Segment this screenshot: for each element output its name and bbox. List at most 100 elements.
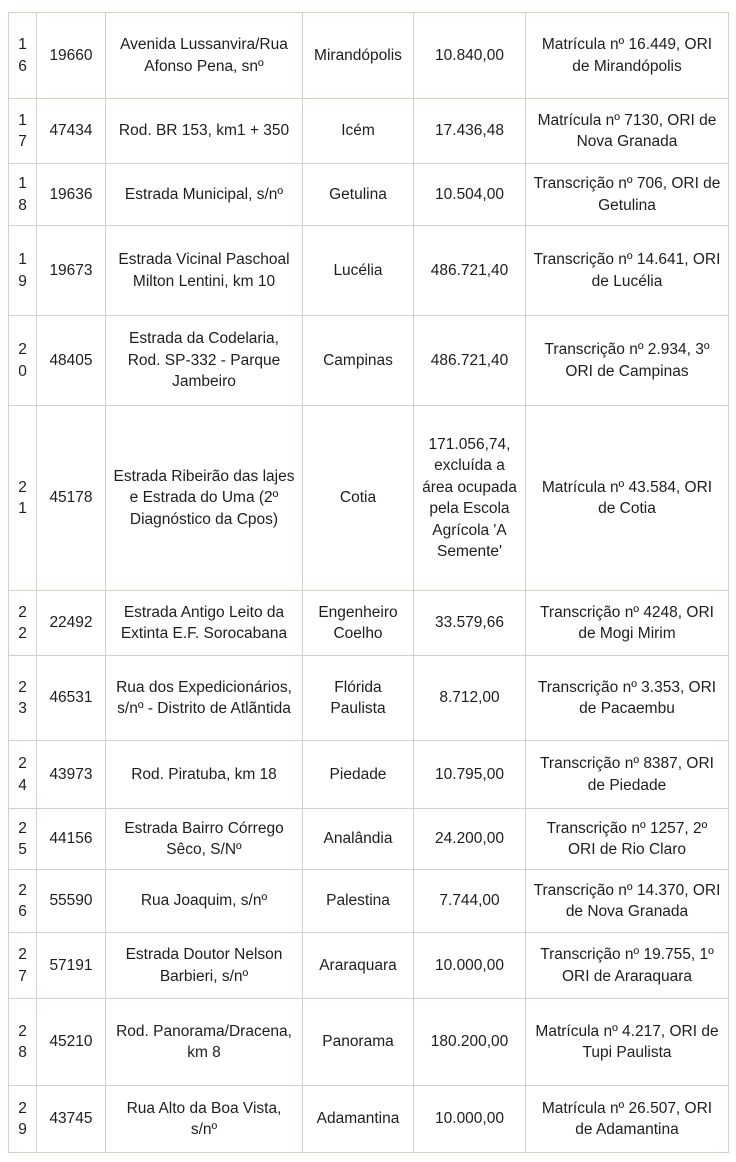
cell-city: Panorama xyxy=(302,998,414,1086)
cell-property-id: 45178 xyxy=(36,405,106,591)
table-row: 29 43745 Rua Alto da Boa Vista, s/nº Ada… xyxy=(8,1085,729,1153)
cell-row-number: 24 xyxy=(8,740,37,809)
cell-row-number: 20 xyxy=(8,315,37,406)
cell-row-number: 27 xyxy=(8,932,37,999)
cell-address: Estrada Bairro Córrego Sêco, S/Nº xyxy=(105,808,303,870)
table-row: 26 55590 Rua Joaquim, s/nº Palestina 7.7… xyxy=(8,869,729,933)
cell-city: Lucélia xyxy=(302,225,414,316)
table-row: 16 19660 Avenida Lussanvira/Rua Afonso P… xyxy=(8,12,729,99)
cell-area: 486.721,40 xyxy=(413,225,526,316)
cell-address: Estrada Doutor Nelson Barbieri, s/nº xyxy=(105,932,303,999)
table-row: 24 43973 Rod. Piratuba, km 18 Piedade 10… xyxy=(8,740,729,809)
cell-registration: Transcrição nº 14.370, ORI de Nova Grana… xyxy=(525,869,729,933)
cell-row-number: 17 xyxy=(8,98,37,164)
cell-property-id: 48405 xyxy=(36,315,106,406)
cell-city: Araraquara xyxy=(302,932,414,999)
cell-row-number: 23 xyxy=(8,655,37,741)
table-row: 21 45178 Estrada Ribeirão das lajes e Es… xyxy=(8,405,729,591)
cell-address: Estrada da Codelaria, Rod. SP-332 - Parq… xyxy=(105,315,303,406)
cell-address: Rua Joaquim, s/nº xyxy=(105,869,303,933)
cell-address: Estrada Antigo Leito da Extinta E.F. Sor… xyxy=(105,590,303,656)
cell-area: 10.840,00 xyxy=(413,12,526,99)
cell-address: Rod. Piratuba, km 18 xyxy=(105,740,303,809)
cell-area: 10.000,00 xyxy=(413,1085,526,1153)
cell-property-id: 44156 xyxy=(36,808,106,870)
cell-city: Icém xyxy=(302,98,414,164)
cell-address: Rua dos Expedicionários, s/nº - Distrito… xyxy=(105,655,303,741)
cell-area: 486.721,40 xyxy=(413,315,526,406)
cell-row-number: 21 xyxy=(8,405,37,591)
cell-row-number: 28 xyxy=(8,998,37,1086)
cell-row-number: 16 xyxy=(8,12,37,99)
cell-row-number: 29 xyxy=(8,1085,37,1153)
cell-address: Rod. Panorama/Dracena, km 8 xyxy=(105,998,303,1086)
cell-row-number: 22 xyxy=(8,590,37,656)
cell-address: Estrada Municipal, s/nº xyxy=(105,163,303,226)
table-row: 27 57191 Estrada Doutor Nelson Barbieri,… xyxy=(8,932,729,999)
cell-area: 171.056,74, excluída a área ocupada pela… xyxy=(413,405,526,591)
cell-city: Palestina xyxy=(302,869,414,933)
cell-registration: Matrícula nº 7130, ORI de Nova Granada xyxy=(525,98,729,164)
cell-property-id: 47434 xyxy=(36,98,106,164)
cell-city: Flórida Paulista xyxy=(302,655,414,741)
cell-registration: Transcrição nº 706, ORI de Getulina xyxy=(525,163,729,226)
cell-registration: Matrícula nº 26.507, ORI de Adamantina xyxy=(525,1085,729,1153)
cell-registration: Transcrição nº 3.353, ORI de Pacaembu xyxy=(525,655,729,741)
cell-registration: Transcrição nº 2.934, 3º ORI de Campinas xyxy=(525,315,729,406)
cell-area: 8.712,00 xyxy=(413,655,526,741)
cell-city: Engenheiro Coelho xyxy=(302,590,414,656)
table-row: 20 48405 Estrada da Codelaria, Rod. SP-3… xyxy=(8,315,729,406)
cell-registration: Transcrição nº 8387, ORI de Piedade xyxy=(525,740,729,809)
cell-row-number: 18 xyxy=(8,163,37,226)
cell-registration: Matrícula nº 4.217, ORI de Tupi Paulista xyxy=(525,998,729,1086)
cell-registration: Transcrição nº 14.641, ORI de Lucélia xyxy=(525,225,729,316)
cell-row-number: 19 xyxy=(8,225,37,316)
cell-property-id: 19673 xyxy=(36,225,106,316)
cell-area: 10.795,00 xyxy=(413,740,526,809)
cell-address: Estrada Ribeirão das lajes e Estrada do … xyxy=(105,405,303,591)
cell-area: 17.436,48 xyxy=(413,98,526,164)
cell-property-id: 43973 xyxy=(36,740,106,809)
cell-city: Adamantina xyxy=(302,1085,414,1153)
cell-property-id: 45210 xyxy=(36,998,106,1086)
cell-area: 180.200,00 xyxy=(413,998,526,1086)
cell-city: Piedade xyxy=(302,740,414,809)
cell-registration: Matrícula nº 43.584, ORI de Cotia xyxy=(525,405,729,591)
cell-registration: Transcrição nº 19.755, 1º ORI de Araraqu… xyxy=(525,932,729,999)
cell-property-id: 46531 xyxy=(36,655,106,741)
cell-city: Cotia xyxy=(302,405,414,591)
cell-property-id: 19636 xyxy=(36,163,106,226)
table-row: 17 47434 Rod. BR 153, km1 + 350 Icém 17.… xyxy=(8,98,729,164)
cell-area: 7.744,00 xyxy=(413,869,526,933)
properties-table-body: 16 19660 Avenida Lussanvira/Rua Afonso P… xyxy=(8,12,729,1153)
cell-property-id: 22492 xyxy=(36,590,106,656)
table-row: 18 19636 Estrada Municipal, s/nº Getulin… xyxy=(8,163,729,226)
properties-table: 16 19660 Avenida Lussanvira/Rua Afonso P… xyxy=(8,12,729,1153)
cell-address: Rod. BR 153, km1 + 350 xyxy=(105,98,303,164)
cell-city: Getulina xyxy=(302,163,414,226)
cell-row-number: 26 xyxy=(8,869,37,933)
cell-registration: Transcrição nº 1257, 2º ORI de Rio Claro xyxy=(525,808,729,870)
table-row: 25 44156 Estrada Bairro Córrego Sêco, S/… xyxy=(8,808,729,870)
cell-city: Mirandópolis xyxy=(302,12,414,99)
cell-property-id: 57191 xyxy=(36,932,106,999)
cell-property-id: 55590 xyxy=(36,869,106,933)
table-row: 23 46531 Rua dos Expedicionários, s/nº -… xyxy=(8,655,729,741)
cell-address: Estrada Vicinal Paschoal Milton Lentini,… xyxy=(105,225,303,316)
cell-city: Campinas xyxy=(302,315,414,406)
cell-property-id: 43745 xyxy=(36,1085,106,1153)
table-row: 28 45210 Rod. Panorama/Dracena, km 8 Pan… xyxy=(8,998,729,1086)
cell-registration: Matrícula nº 16.449, ORI de Mirandópolis xyxy=(525,12,729,99)
cell-property-id: 19660 xyxy=(36,12,106,99)
cell-city: Analândia xyxy=(302,808,414,870)
cell-area: 24.200,00 xyxy=(413,808,526,870)
cell-area: 33.579,66 xyxy=(413,590,526,656)
cell-address: Rua Alto da Boa Vista, s/nº xyxy=(105,1085,303,1153)
cell-registration: Transcrição nº 4248, ORI de Mogi Mirim xyxy=(525,590,729,656)
table-row: 19 19673 Estrada Vicinal Paschoal Milton… xyxy=(8,225,729,316)
cell-address: Avenida Lussanvira/Rua Afonso Pena, snº xyxy=(105,12,303,99)
cell-area: 10.504,00 xyxy=(413,163,526,226)
cell-row-number: 25 xyxy=(8,808,37,870)
table-row: 22 22492 Estrada Antigo Leito da Extinta… xyxy=(8,590,729,656)
cell-area: 10.000,00 xyxy=(413,932,526,999)
